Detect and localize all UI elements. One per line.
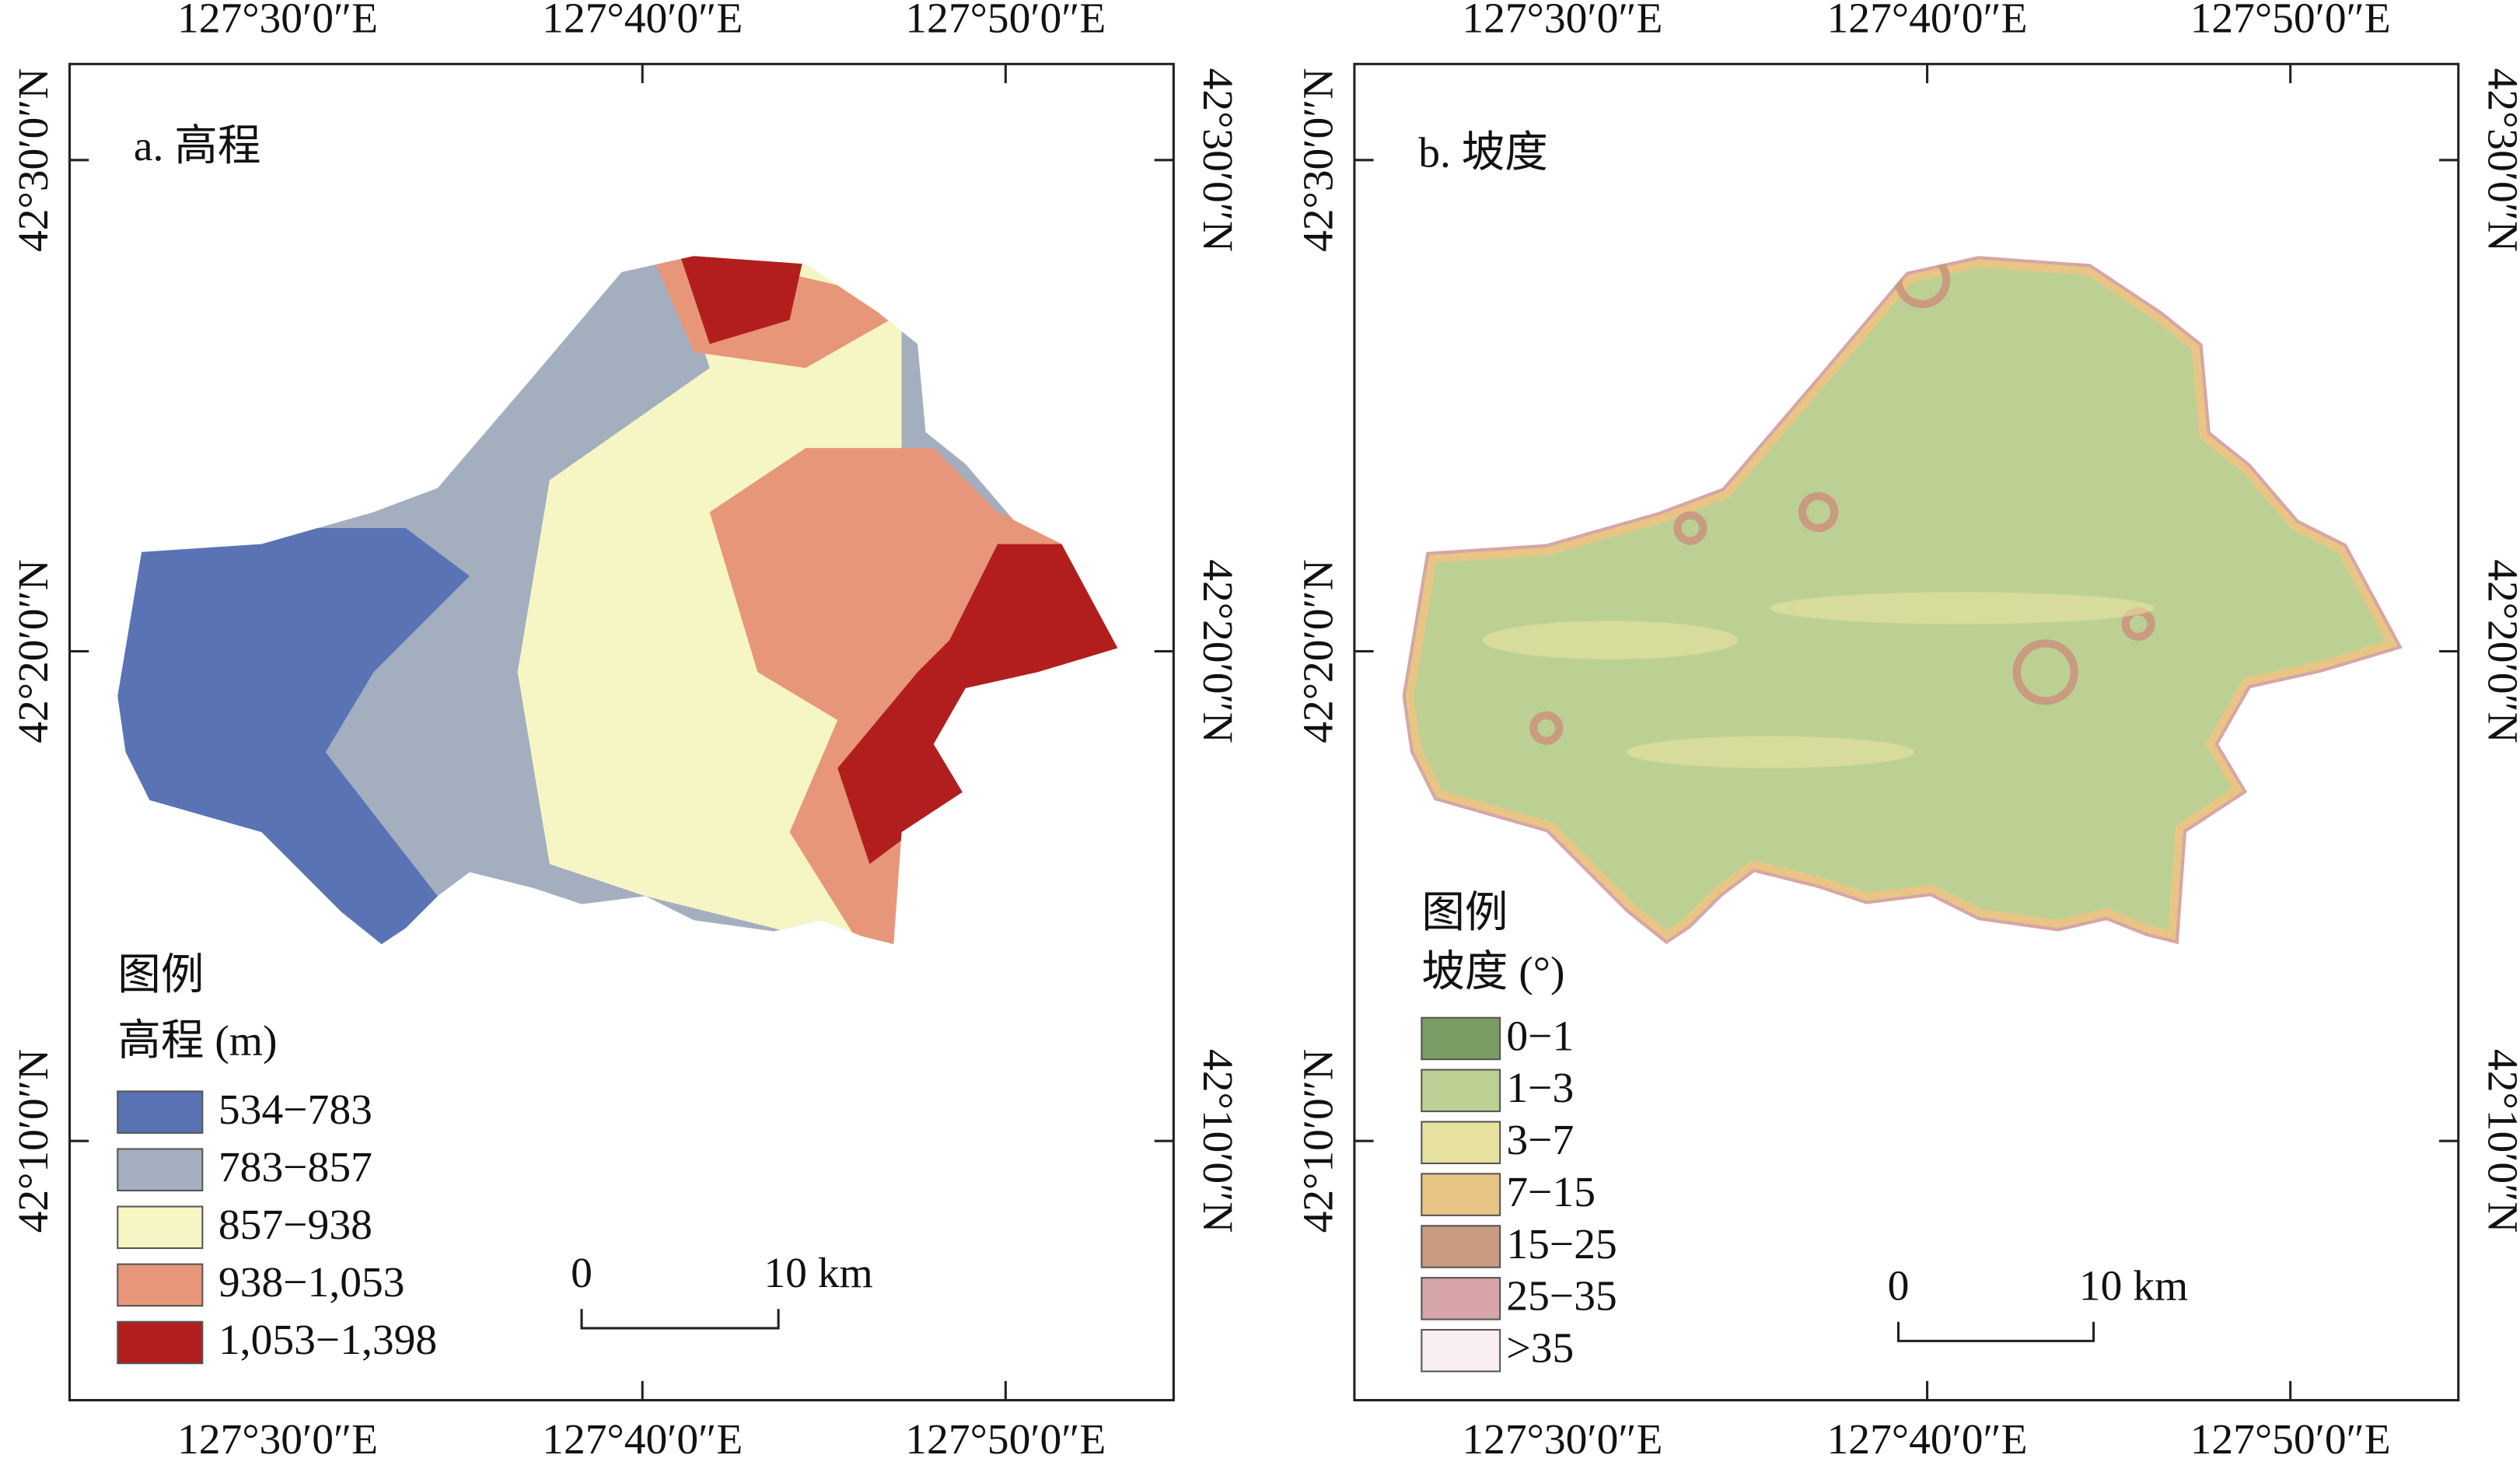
legend-label: 7−15	[1506, 1168, 1596, 1216]
legend-title: 图例	[1421, 889, 1508, 937]
legend-label: 0−1	[1506, 1012, 1574, 1060]
scale-label: 0	[1888, 1261, 1910, 1310]
legend-label: 25−35	[1506, 1272, 1617, 1320]
slope-ring	[1673, 511, 1707, 545]
panel-title: a. 高程	[134, 122, 261, 170]
legend-swatch	[1421, 1016, 1501, 1061]
slope-ring	[1798, 491, 1839, 533]
map-panel: 127°30′0″E 127°30′0″E 127°40′0″E 127°40′0″E…	[9, 0, 1242, 1464]
scale-label: 0	[571, 1249, 592, 1297]
longitude-label: 127°40′0″E	[1827, 1415, 2028, 1464]
legend-label: 534−783	[218, 1086, 372, 1134]
legend-swatch	[1421, 1225, 1501, 1268]
legend-subtitle: 坡度 (°)	[1421, 948, 1564, 996]
longitude-label: 127°50′0″E	[905, 0, 1106, 43]
legend-swatch	[117, 1205, 204, 1250]
latitude-label: 42°30′0″N	[9, 68, 58, 252]
elevation-zone	[837, 544, 1118, 865]
legend-label: 783−857	[218, 1143, 372, 1191]
latitude-label: 42°20′0″N	[1295, 559, 1343, 743]
legend-swatch	[1421, 1069, 1501, 1113]
map-area	[1402, 256, 2403, 945]
slope-patch	[1626, 736, 1915, 768]
latitude-label: 42°20′0″N	[1194, 559, 1242, 743]
latitude-label: 42°10′0″N	[9, 1049, 58, 1233]
legend-swatch	[117, 1263, 204, 1307]
legend-swatch	[117, 1090, 204, 1134]
legend-title: 图例	[117, 951, 204, 999]
legend-swatch	[1421, 1173, 1501, 1216]
latitude-label: 42°30′0″N	[1194, 68, 1242, 252]
elevation-zone	[677, 256, 806, 345]
panel-title: b. 坡度	[1418, 128, 1548, 177]
slope-patch	[1770, 592, 2155, 624]
legend-subtitle: 高程 (m)	[117, 1016, 277, 1065]
latitude-label: 42°20′0″N	[9, 559, 58, 743]
latitude-label: 42°10′0″N	[1194, 1049, 1242, 1233]
legend-label: 15−25	[1506, 1220, 1617, 1268]
longitude-label: 127°50′0″E	[2190, 0, 2391, 43]
latitude-label: 42°10′0″N	[2478, 1049, 2520, 1233]
longitude-label: 127°30′0″E	[177, 0, 378, 43]
longitude-label: 127°40′0″E	[542, 0, 743, 43]
longitude-label: 127°50′0″E	[2190, 1415, 2391, 1464]
scale-bar	[580, 1309, 780, 1330]
legend-swatch	[1421, 1277, 1501, 1320]
map-frame	[68, 62, 1175, 1402]
longitude-label: 127°30′0″E	[1462, 0, 1662, 43]
longitude-label: 127°30′0″E	[177, 1415, 378, 1464]
slope-patch	[1482, 621, 1739, 659]
scale-label: 10 km	[2079, 1261, 2188, 1310]
latitude-label: 42°30′0″N	[1295, 68, 1343, 252]
scale-label: 10 km	[764, 1249, 872, 1297]
longitude-label: 127°40′0″E	[1827, 0, 2028, 43]
legend-swatch	[1421, 1328, 1501, 1373]
legend-label: 938−1,053	[218, 1258, 405, 1306]
legend-swatch	[117, 1148, 204, 1191]
legend-label: >35	[1506, 1324, 1574, 1373]
elevation-zone	[517, 256, 902, 945]
scale-bar	[1896, 1321, 2095, 1342]
slope-ring	[2012, 639, 2079, 705]
longitude-label: 127°30′0″E	[1462, 1415, 1662, 1464]
latitude-label: 42°30′0″N	[2478, 68, 2520, 252]
map-panel: 127°30′0″E 127°30′0″E 127°40′0″E 127°40′0″E…	[1295, 0, 2520, 1464]
legend-swatch	[117, 1320, 204, 1365]
legend-label: 1,053−1,398	[218, 1316, 437, 1364]
latitude-label: 42°20′0″N	[2478, 559, 2520, 743]
map-frame	[1353, 62, 2460, 1402]
latitude-label: 42°10′0″N	[1295, 1049, 1343, 1233]
legend-swatch	[1421, 1121, 1501, 1165]
legend-label: 1−3	[1506, 1064, 1574, 1112]
longitude-label: 127°50′0″E	[905, 1415, 1106, 1464]
slope-ring	[1529, 711, 1564, 745]
legend-label: 857−938	[218, 1201, 372, 1249]
longitude-label: 127°40′0″E	[542, 1415, 743, 1464]
legend-label: 3−7	[1506, 1116, 1574, 1164]
